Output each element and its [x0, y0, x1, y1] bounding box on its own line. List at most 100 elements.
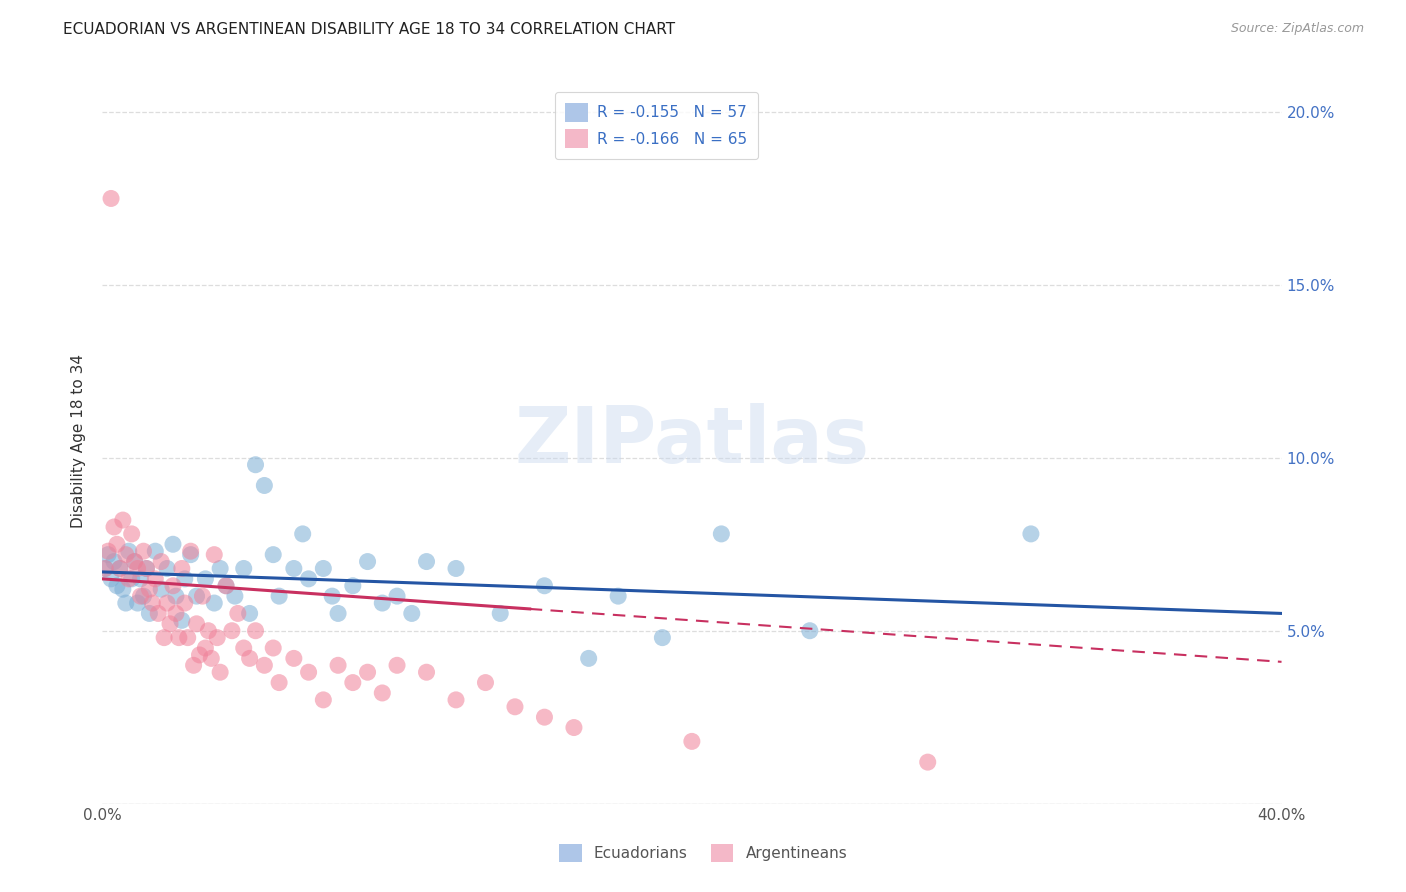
- Point: [342, 675, 364, 690]
- Point: [135, 561, 157, 575]
- Point: [143, 544, 166, 558]
- Point: [215, 579, 238, 593]
- Point: [186, 616, 208, 631]
- Point: [165, 607, 187, 621]
- Point: [127, 596, 149, 610]
- Text: Source: ZipAtlas.com: Source: ZipAtlas.com: [1230, 22, 1364, 36]
- Point: [917, 755, 939, 769]
- Point: [321, 589, 343, 603]
- Point: [138, 607, 160, 621]
- Point: [159, 616, 181, 631]
- Point: [124, 555, 146, 569]
- Point: [124, 555, 146, 569]
- Point: [162, 537, 184, 551]
- Point: [132, 589, 155, 603]
- Point: [100, 572, 122, 586]
- Point: [188, 648, 211, 662]
- Point: [114, 596, 136, 610]
- Point: [97, 544, 120, 558]
- Point: [291, 527, 314, 541]
- Point: [170, 561, 193, 575]
- Point: [105, 537, 128, 551]
- Point: [562, 721, 585, 735]
- Point: [180, 548, 202, 562]
- Point: [312, 561, 335, 575]
- Point: [167, 631, 190, 645]
- Point: [111, 513, 134, 527]
- Point: [245, 458, 267, 472]
- Point: [100, 191, 122, 205]
- Point: [127, 561, 149, 575]
- Point: [385, 589, 408, 603]
- Point: [108, 561, 131, 575]
- Point: [209, 665, 232, 680]
- Legend: Ecuadorians, Argentineans: Ecuadorians, Argentineans: [550, 835, 856, 871]
- Point: [118, 544, 141, 558]
- Point: [371, 596, 394, 610]
- Point: [103, 520, 125, 534]
- Point: [799, 624, 821, 638]
- Point: [209, 561, 232, 575]
- Point: [186, 589, 208, 603]
- Point: [114, 548, 136, 562]
- Point: [105, 579, 128, 593]
- Point: [118, 572, 141, 586]
- Point: [474, 675, 496, 690]
- Point: [226, 607, 249, 621]
- Point: [156, 596, 179, 610]
- Point: [269, 675, 291, 690]
- Point: [200, 651, 222, 665]
- Point: [245, 624, 267, 638]
- Point: [253, 478, 276, 492]
- Point: [371, 686, 394, 700]
- Point: [239, 607, 262, 621]
- Point: [170, 613, 193, 627]
- Point: [401, 607, 423, 621]
- Point: [269, 589, 291, 603]
- Point: [173, 596, 195, 610]
- Point: [224, 589, 246, 603]
- Point: [138, 582, 160, 597]
- Point: [121, 527, 143, 541]
- Point: [356, 555, 378, 569]
- Point: [197, 624, 219, 638]
- Point: [173, 572, 195, 586]
- Point: [444, 693, 467, 707]
- Point: [183, 658, 205, 673]
- Point: [177, 631, 200, 645]
- Point: [215, 579, 238, 593]
- Point: [194, 640, 217, 655]
- Point: [232, 640, 254, 655]
- Point: [202, 596, 225, 610]
- Point: [297, 572, 319, 586]
- Point: [162, 579, 184, 593]
- Point: [342, 579, 364, 593]
- Point: [165, 589, 187, 603]
- Point: [150, 582, 173, 597]
- Point: [489, 607, 512, 621]
- Point: [415, 555, 437, 569]
- Text: ECUADORIAN VS ARGENTINEAN DISABILITY AGE 18 TO 34 CORRELATION CHART: ECUADORIAN VS ARGENTINEAN DISABILITY AGE…: [63, 22, 675, 37]
- Point: [533, 579, 555, 593]
- Point: [312, 693, 335, 707]
- Point: [108, 561, 131, 575]
- Point: [205, 631, 228, 645]
- Point: [415, 665, 437, 680]
- Y-axis label: Disability Age 18 to 34: Disability Age 18 to 34: [72, 353, 86, 527]
- Point: [132, 544, 155, 558]
- Point: [148, 607, 170, 621]
- Point: [94, 561, 117, 575]
- Point: [326, 607, 349, 621]
- Point: [121, 572, 143, 586]
- Point: [578, 651, 600, 665]
- Point: [297, 665, 319, 680]
- Point: [153, 631, 176, 645]
- Point: [129, 589, 152, 603]
- Point: [232, 561, 254, 575]
- Point: [326, 658, 349, 673]
- Point: [221, 624, 243, 638]
- Point: [129, 572, 152, 586]
- Point: [239, 651, 262, 665]
- Point: [533, 710, 555, 724]
- Point: [385, 658, 408, 673]
